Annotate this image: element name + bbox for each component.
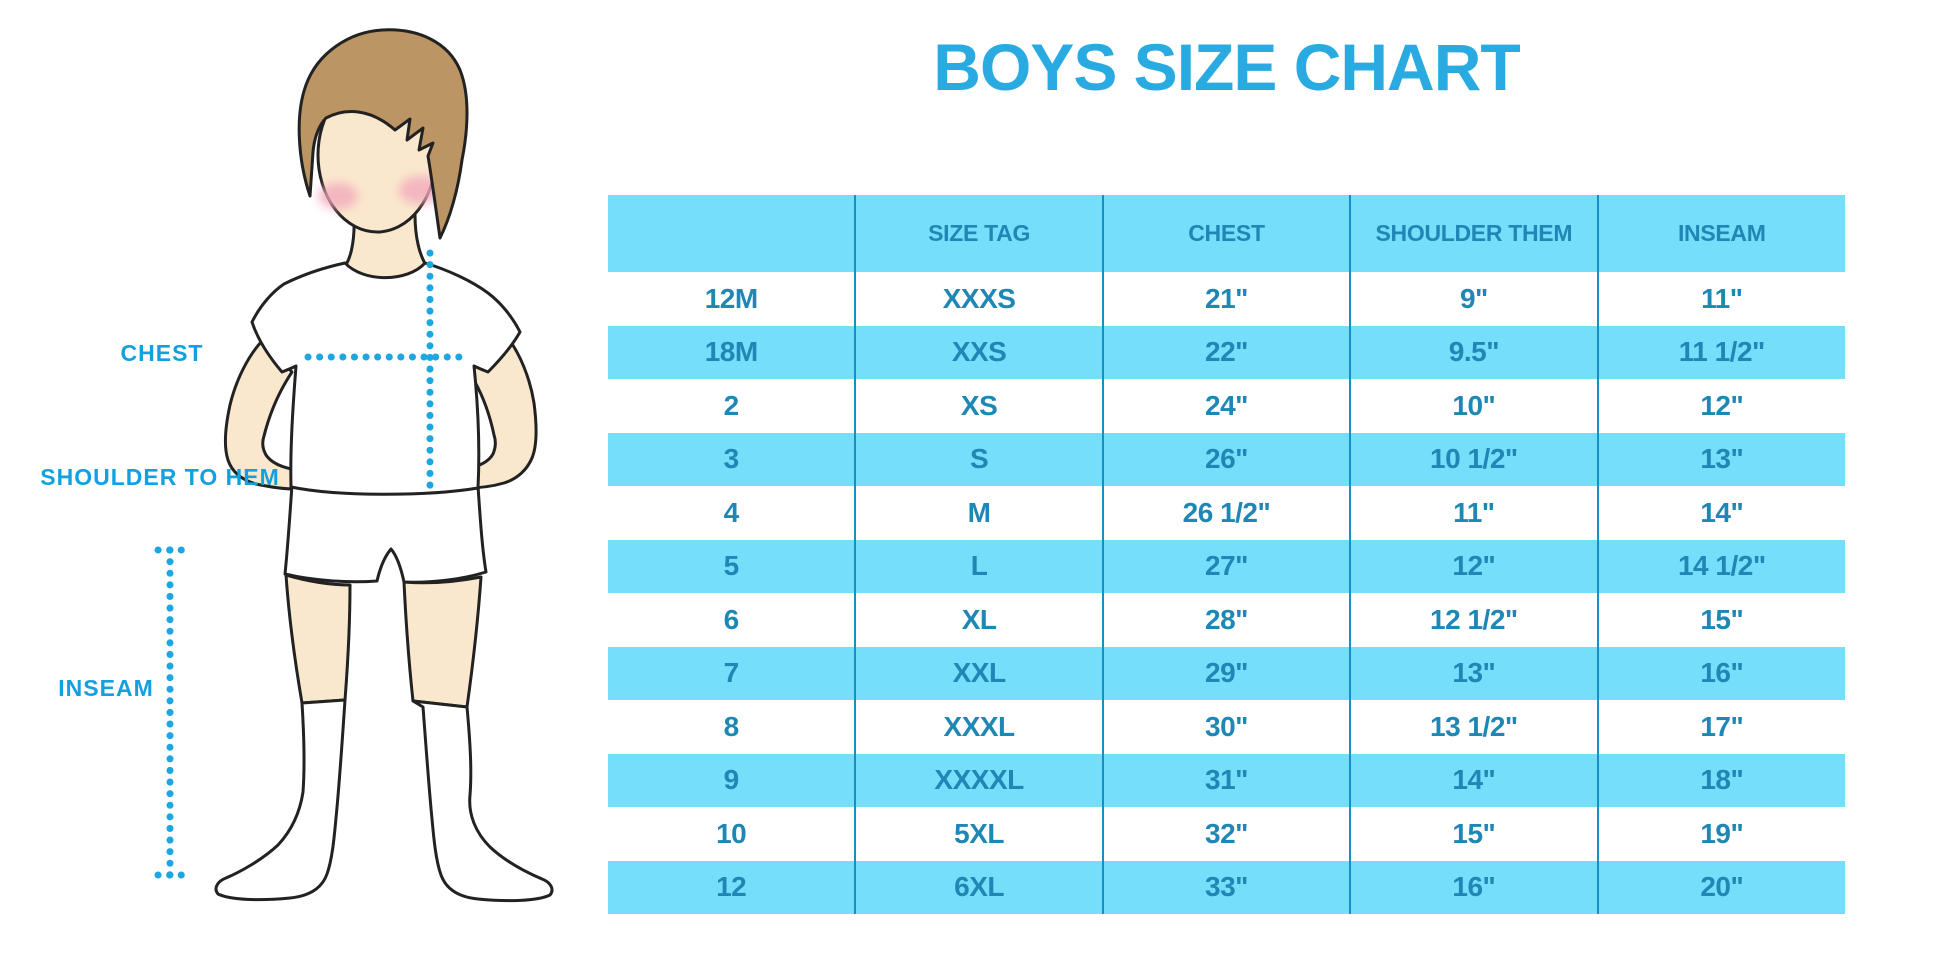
table-cell: XXS <box>854 325 1103 379</box>
table-cell: 18M <box>608 325 856 379</box>
table-cell: 17" <box>1596 700 1845 754</box>
table-cell: 11 1/2" <box>1596 325 1845 379</box>
table-cell: 12M <box>704 282 758 314</box>
table-cell: 26 1/2" <box>1101 486 1351 540</box>
table-cell: 12" <box>1596 379 1845 433</box>
table-cell: 29" <box>1101 646 1351 700</box>
table-cell: 4 <box>723 496 740 528</box>
boy-left-sock <box>214 698 347 902</box>
table-row: 5 L 27" 12" 14 1/2" <box>608 539 1845 593</box>
table-cell: XXL <box>854 646 1103 700</box>
table-cell: 10" <box>1349 379 1598 433</box>
boy-tshirt <box>250 261 522 496</box>
table-cell: 5 <box>608 539 856 593</box>
table-cell: 9" <box>1349 272 1598 326</box>
table-cell: 15" <box>1596 593 1845 647</box>
table-cell: 28" <box>1101 593 1351 647</box>
boy-shorts <box>283 483 488 584</box>
inseam-measure-line <box>154 546 196 879</box>
table-cell: M <box>854 486 1103 540</box>
table-cell: 16" <box>1349 860 1598 914</box>
table-cell: 31" <box>1101 753 1351 807</box>
table-cell: 11" <box>1596 272 1845 326</box>
table-cell: XL <box>854 593 1103 647</box>
table-header-row: SIZE TAG CHEST SHOULDER THEM INSEAM <box>608 195 1845 272</box>
table-cell: XS <box>854 379 1103 433</box>
table-row: 18M XXS 22" 9.5" 11 1/2" <box>608 325 1845 379</box>
boy-right-leg <box>402 575 483 709</box>
table-row: 6 XL 28" 12 1/2" 15" <box>608 593 1845 647</box>
table-row: 9 XXXXL 31" 14" 18" <box>608 753 1845 807</box>
left-cheek-blush <box>318 183 358 209</box>
column-header: INSEAM <box>1596 195 1845 272</box>
table-cell: XXXS <box>854 272 1103 326</box>
table-row: 12M XXXS 21" 9" 11" <box>608 272 1845 326</box>
table-cell: 13" <box>1596 432 1845 486</box>
table-cell: 15" <box>1349 807 1598 861</box>
chest-label: CHEST <box>120 340 204 366</box>
table-row: 7 XXL 29" 13" 16" <box>608 646 1845 700</box>
table-cell: 21" <box>1101 272 1351 326</box>
column-header <box>608 195 856 272</box>
boy-left-arm <box>224 339 299 491</box>
boy-right-sock <box>411 699 554 903</box>
column-header: SHOULDER THEM <box>1349 195 1598 272</box>
boy-hair <box>297 28 469 240</box>
table-cell: L <box>854 539 1103 593</box>
table-cell: 14 1/2" <box>1596 539 1845 593</box>
table-cell: 26" <box>1101 432 1351 486</box>
table-cell: 13 1/2" <box>1349 700 1598 754</box>
table-cell: 9 <box>608 753 856 807</box>
table-cell: 5XL <box>854 807 1103 861</box>
table-cell: 14" <box>1596 486 1845 540</box>
column-header: SIZE TAG <box>854 195 1103 272</box>
column-header: CHEST <box>1101 195 1351 272</box>
table-cell: 33" <box>1101 860 1351 914</box>
table-cell: XXXL <box>854 700 1103 754</box>
table-cell: 3 <box>608 432 856 486</box>
table-cell: 11" <box>1349 486 1598 540</box>
boy-left-leg <box>284 573 352 705</box>
table-cell: 6XL <box>854 860 1103 914</box>
table-cell: 12 1/2" <box>1349 593 1598 647</box>
table-cell: 19" <box>1596 807 1845 861</box>
table-cell: 6 <box>723 603 740 635</box>
table-row: 10 5XL 32" 15" 19" <box>608 807 1845 861</box>
table-body: 12M XXXS 21" 9" 11" 18M XXS 22" 9.5" 11 1/2" 2 XS 24… <box>608 272 1845 914</box>
table-row: 3 S 26" 10 1/2" 13" <box>608 432 1845 486</box>
table-cell: 20" <box>1596 860 1845 914</box>
table-cell: 27" <box>1101 539 1351 593</box>
table-cell: 24" <box>1101 379 1351 433</box>
table-cell: 10 <box>716 817 747 849</box>
table-cell: 18" <box>1596 753 1845 807</box>
table-cell: 10 1/2" <box>1349 432 1598 486</box>
table-cell: 12" <box>1349 539 1598 593</box>
boy-figure-illustration <box>154 28 554 903</box>
table-row: 12 6XL 33" 16" 20" <box>608 860 1845 914</box>
page-title: BOYS SIZE CHART <box>933 30 1520 104</box>
table-cell: 14" <box>1349 753 1598 807</box>
table-row: 8 XXXL 30" 13 1/2" 17" <box>608 700 1845 754</box>
table-cell: 13" <box>1349 646 1598 700</box>
table-cell: 12 <box>608 860 856 914</box>
table-cell: XXXXL <box>854 753 1103 807</box>
table-cell: S <box>854 432 1103 486</box>
table-cell: 9.5" <box>1349 325 1598 379</box>
table-cell: 8 <box>723 710 740 742</box>
table-row: 2 XS 24" 10" 12" <box>608 379 1845 433</box>
shoulder-to-hem-label: SHOULDER TO HEM <box>40 464 280 490</box>
table-cell: 2 <box>723 389 740 421</box>
inseam-label: INSEAM <box>58 675 154 701</box>
table-row: 4 M 26 1/2" 11" 14" <box>608 486 1845 540</box>
table-cell: 22" <box>1101 325 1351 379</box>
table-cell: 7 <box>608 646 856 700</box>
table-cell: 30" <box>1101 700 1351 754</box>
table-cell: 32" <box>1101 807 1351 861</box>
size-chart-table: SIZE TAG CHEST SHOULDER THEM INSEAM 12M XXXS… <box>608 195 1845 914</box>
table-cell: 16" <box>1596 646 1845 700</box>
